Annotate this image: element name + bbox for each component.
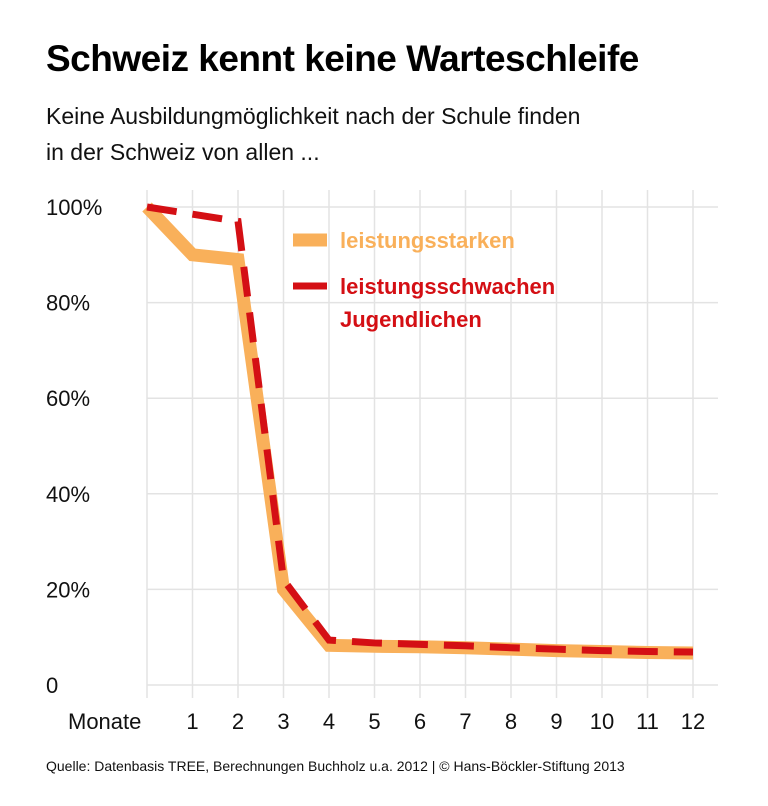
y-tick-label: 0 xyxy=(46,673,58,698)
x-tick-label: 2 xyxy=(232,709,244,734)
y-tick-label: 80% xyxy=(46,291,90,316)
x-tick-label: 7 xyxy=(459,709,471,734)
x-tick-label: 10 xyxy=(590,709,614,734)
x-tick-label: 1 xyxy=(186,709,198,734)
legend-label-jugendlichen: Jugendlichen xyxy=(340,307,482,332)
x-tick-label: 4 xyxy=(323,709,335,734)
y-tick-label: 20% xyxy=(46,577,90,602)
x-axis-label: Monate xyxy=(68,709,141,734)
source-note: Quelle: Datenbasis TREE, Berechnungen Bu… xyxy=(46,758,625,774)
legend-label-leistungsschwachen: leistungsschwachen xyxy=(340,274,555,299)
x-tick-label: 12 xyxy=(681,709,705,734)
x-tick-label: 8 xyxy=(505,709,517,734)
subtitle-line-2: in der Schweiz von allen ... xyxy=(46,139,320,165)
x-tick-label: 11 xyxy=(636,709,659,734)
chart-title: Schweiz kennt keine Warteschleife xyxy=(46,38,639,79)
subtitle-line-1: Keine Ausbildungmöglichkeit nach der Sch… xyxy=(46,103,581,129)
y-tick-label: 40% xyxy=(46,482,90,507)
series-line-leistungsschwachen xyxy=(146,203,694,656)
x-tick-label: 6 xyxy=(414,709,426,734)
x-tick-label: 3 xyxy=(277,709,289,734)
legend-label-leistungsstarken: leistungsstarken xyxy=(340,228,515,253)
y-tick-label: 60% xyxy=(46,386,90,411)
x-tick-label: 5 xyxy=(368,709,380,734)
x-tick-label: 9 xyxy=(550,709,562,734)
y-tick-label: 100% xyxy=(46,195,102,220)
